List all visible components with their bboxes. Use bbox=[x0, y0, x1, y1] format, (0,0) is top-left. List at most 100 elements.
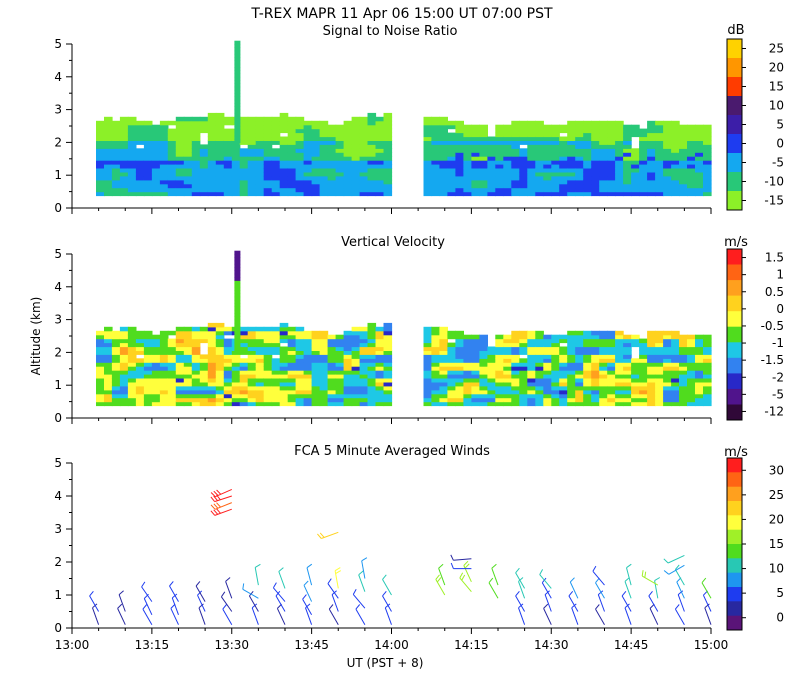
snr-cell bbox=[695, 156, 704, 161]
snr-cell bbox=[199, 144, 209, 149]
velocity-cell bbox=[199, 381, 209, 387]
snr-cell bbox=[335, 187, 345, 193]
velocity-colorbar-label: 0.5 bbox=[765, 285, 784, 299]
velocity-cell bbox=[687, 334, 696, 340]
snr-cell bbox=[175, 152, 185, 157]
velocity-cell bbox=[607, 393, 616, 399]
velocity-cell bbox=[383, 326, 393, 332]
velocity-cell bbox=[615, 370, 624, 375]
snr-cell bbox=[143, 171, 153, 177]
snr-cell bbox=[255, 191, 265, 197]
velocity-cell bbox=[135, 378, 145, 383]
velocity-cell bbox=[383, 381, 393, 387]
wind-barb-flag bbox=[210, 492, 216, 498]
snr-cell bbox=[487, 144, 496, 149]
snr-cell bbox=[455, 187, 464, 193]
velocity-cell bbox=[287, 342, 297, 348]
velocity-cell bbox=[96, 389, 105, 395]
snr-cell bbox=[487, 156, 496, 161]
snr-cell bbox=[359, 171, 369, 177]
velocity-cell bbox=[255, 385, 265, 391]
snr-cell bbox=[279, 175, 289, 181]
snr-cell bbox=[159, 148, 169, 153]
snr-cell bbox=[431, 136, 440, 141]
snr-cell bbox=[511, 124, 520, 130]
velocity-cell bbox=[623, 389, 632, 395]
velocity-cell bbox=[655, 346, 664, 351]
snr-cell bbox=[439, 168, 448, 173]
snr-cell bbox=[367, 120, 377, 126]
velocity-cell bbox=[583, 350, 592, 355]
velocity-cell bbox=[535, 385, 544, 391]
snr-cell bbox=[471, 152, 480, 157]
snr-cell bbox=[303, 128, 313, 134]
velocity-cell bbox=[455, 362, 464, 367]
snr-cell bbox=[543, 144, 552, 149]
snr-cell bbox=[487, 183, 496, 189]
velocity-cell bbox=[207, 330, 217, 336]
snr-cell bbox=[279, 191, 289, 197]
velocity-cell bbox=[367, 366, 377, 371]
velocity-cell bbox=[423, 389, 433, 395]
snr-cell bbox=[599, 140, 608, 145]
velocity-cell bbox=[527, 346, 536, 351]
velocity-cell bbox=[703, 342, 712, 348]
velocity-cell bbox=[247, 366, 257, 371]
velocity-cell bbox=[183, 354, 193, 359]
velocity-cell bbox=[287, 362, 297, 367]
snr-cell bbox=[311, 136, 321, 141]
snr-cell bbox=[231, 191, 241, 197]
velocity-cell bbox=[551, 354, 560, 359]
velocity-cell bbox=[351, 374, 361, 379]
wind-barb bbox=[674, 608, 685, 625]
velocity-cell bbox=[183, 374, 193, 379]
velocity-cell bbox=[215, 330, 225, 336]
velocity-cell bbox=[703, 358, 712, 363]
velocity-cell bbox=[527, 381, 536, 387]
snr-cell bbox=[199, 179, 209, 185]
velocity-cell bbox=[367, 358, 377, 363]
snr-cell bbox=[687, 140, 696, 145]
snr-cell bbox=[599, 132, 608, 138]
velocity-cell bbox=[135, 393, 145, 399]
velocity-cell bbox=[647, 378, 656, 383]
snr-cell bbox=[135, 168, 145, 173]
velocity-cell bbox=[591, 330, 600, 336]
snr-cell bbox=[583, 171, 592, 177]
velocity-cell bbox=[495, 354, 504, 359]
snr-cell bbox=[575, 156, 584, 161]
velocity-cell bbox=[591, 350, 600, 355]
snr-cell bbox=[351, 128, 361, 134]
snr-cell bbox=[135, 183, 145, 189]
velocity-cell bbox=[239, 393, 249, 399]
snr-cell bbox=[671, 156, 680, 161]
snr-cell bbox=[119, 191, 129, 197]
velocity-cell bbox=[591, 385, 600, 391]
velocity-cell bbox=[191, 334, 201, 340]
snr-cell bbox=[215, 140, 225, 145]
velocity-cell bbox=[639, 370, 648, 375]
velocity-cell bbox=[367, 378, 377, 383]
snr-cell bbox=[327, 187, 337, 193]
snr-cell bbox=[207, 156, 217, 161]
snr-cell bbox=[551, 168, 560, 173]
wind-barb-flag bbox=[675, 564, 680, 570]
velocity-cell bbox=[175, 362, 185, 367]
velocity-cell bbox=[96, 338, 105, 344]
velocity-cell bbox=[343, 370, 353, 375]
snr-colorbar-segment bbox=[727, 153, 742, 173]
velocity-cell bbox=[439, 374, 448, 379]
snr-cell bbox=[567, 132, 576, 138]
velocity-cell bbox=[543, 378, 552, 383]
snr-cell bbox=[135, 191, 145, 197]
velocity-cell bbox=[271, 385, 281, 391]
snr-cell bbox=[455, 144, 464, 149]
snr-plume-cell bbox=[234, 96, 241, 101]
snr-cell bbox=[207, 128, 217, 134]
velocity-cell bbox=[671, 378, 680, 383]
snr-cell bbox=[383, 144, 393, 149]
velocity-cell bbox=[96, 401, 105, 407]
velocity-cell bbox=[471, 338, 480, 344]
snr-cell bbox=[303, 124, 313, 130]
velocity-cell bbox=[519, 346, 528, 351]
